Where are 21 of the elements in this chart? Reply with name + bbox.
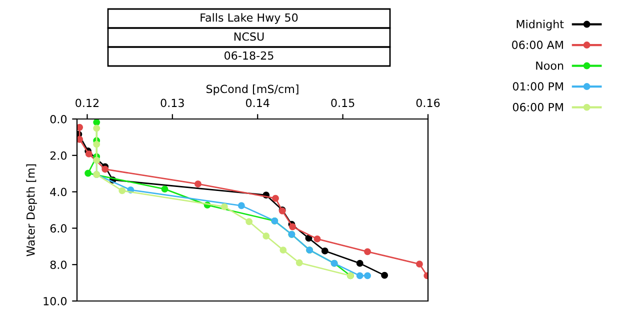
chart-title: Falls Lake Hwy 50 bbox=[200, 13, 298, 24]
x-tick-label: 0.15 bbox=[331, 98, 354, 108]
y-tick-label: 6.0 bbox=[50, 224, 67, 233]
y-tick-label: 0.0 bbox=[50, 114, 67, 124]
y-tick-label: 10.0 bbox=[44, 296, 67, 306]
y-axis-title: Water Depth [m] bbox=[26, 164, 37, 256]
legend-label: 01:00 PM bbox=[512, 82, 563, 91]
x-tick-label: 0.12 bbox=[76, 98, 98, 108]
chart-subtitle: NCSU bbox=[234, 32, 264, 41]
x-axis-title: SpCond [mS/cm] bbox=[206, 84, 298, 96]
legend-label: 06:00 PM bbox=[512, 102, 563, 112]
x-tick-label: 0.16 bbox=[416, 98, 440, 108]
legend-label: Midnight bbox=[516, 20, 564, 30]
legend-label: 06:00 AM bbox=[512, 40, 563, 50]
x-tick-label: 0.13 bbox=[160, 98, 184, 108]
text: 06-18-25 bbox=[224, 51, 274, 60]
y-tick-label: 2.0 bbox=[50, 151, 67, 160]
y-tick-label: 4.0 bbox=[50, 188, 67, 196]
legend-label: Noon bbox=[536, 62, 564, 70]
y-tick-label: 8.0 bbox=[50, 260, 67, 269]
x-tick-label: 0.14 bbox=[246, 98, 270, 108]
